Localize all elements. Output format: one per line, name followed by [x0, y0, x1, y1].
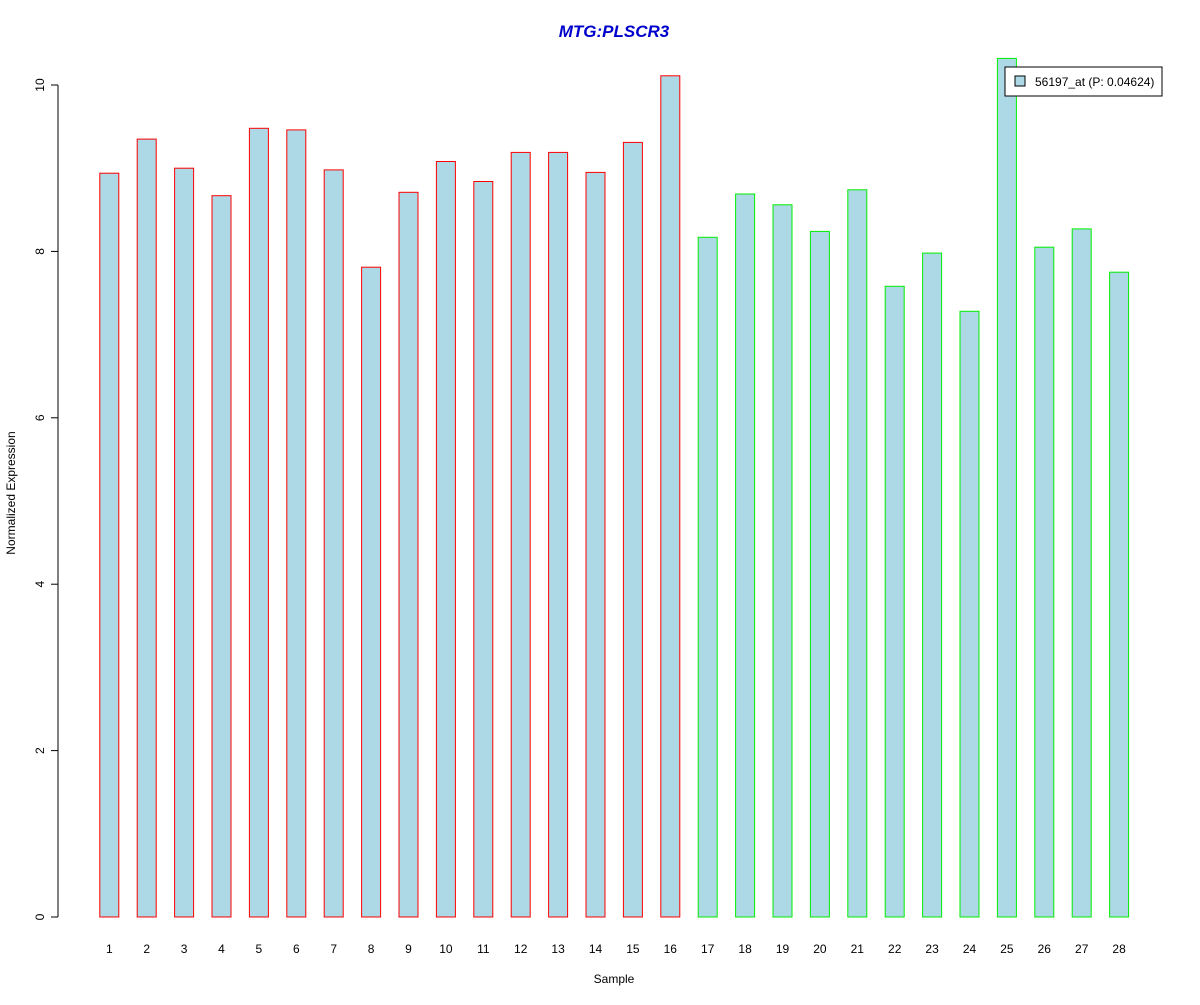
y-tick-label: 2: [33, 747, 47, 754]
x-tick-label: 12: [514, 942, 528, 956]
bar-sample-9: [398, 191, 419, 918]
bar-sample-17: [697, 236, 718, 918]
bar-sample-16: [660, 75, 681, 918]
x-tick-label: 3: [181, 942, 188, 956]
x-tick-label: 27: [1075, 942, 1089, 956]
bars: [99, 57, 1130, 918]
x-tick-label: 15: [626, 942, 640, 956]
x-tick-label: 1: [106, 942, 113, 956]
x-tick-label: 4: [218, 942, 225, 956]
x-tick-label: 10: [439, 942, 453, 956]
bar-sample-20: [809, 230, 830, 918]
bar-sample-26: [1034, 246, 1055, 918]
chart-title: MTG:PLSCR3: [559, 22, 670, 41]
x-tick-label: 11: [477, 942, 490, 956]
bar-sample-23: [922, 252, 943, 918]
legend: 56197_at (P: 0.04624): [1004, 66, 1163, 97]
bar-sample-12: [510, 151, 531, 918]
x-tick-label: 6: [293, 942, 300, 956]
x-tick-label: 20: [813, 942, 827, 956]
x-tick-label: 28: [1112, 942, 1126, 956]
legend-label: 56197_at (P: 0.04624): [1035, 75, 1154, 89]
bar-sample-24: [959, 310, 980, 918]
bar-sample-7: [323, 169, 344, 918]
x-tick-label: 24: [963, 942, 977, 956]
bar-sample-1: [99, 172, 120, 918]
bar-sample-11: [473, 181, 494, 918]
x-tick-label: 5: [256, 942, 263, 956]
x-axis-label: Sample: [594, 972, 635, 986]
bar-sample-27: [1071, 228, 1092, 918]
x-tick-label: 7: [330, 942, 337, 956]
bar-sample-10: [435, 161, 456, 918]
bar-sample-21: [847, 189, 868, 918]
x-tick-label: 18: [738, 942, 752, 956]
y-axis-label: Normalized Expression: [4, 431, 18, 554]
bar-sample-2: [136, 138, 157, 918]
legend-box: [1004, 66, 1163, 97]
bar-sample-13: [548, 151, 569, 918]
bar-sample-25: [996, 57, 1017, 918]
x-tick-labels: 1 2 3 4 5 6 7 8 9 10 11 12 13 14 15 16 17 18 19 20 21 22 23 24 2…: [106, 942, 1126, 956]
y-axis: 0 2 4 6 8 10: [33, 78, 59, 920]
bar-sample-22: [884, 285, 905, 918]
bar-sample-3: [174, 167, 195, 918]
bar-sample-4: [211, 195, 232, 918]
bar-sample-15: [622, 141, 643, 918]
bar-sample-18: [735, 193, 756, 918]
x-tick-label: 25: [1000, 942, 1014, 956]
x-tick-label: 2: [143, 942, 150, 956]
y-tick-label: 8: [33, 248, 47, 255]
x-tick-label: 9: [405, 942, 412, 956]
x-tick-label: 17: [701, 942, 715, 956]
y-tick-label: 0: [33, 913, 47, 920]
x-tick-label: 16: [664, 942, 678, 956]
x-tick-label: 21: [851, 942, 865, 956]
y-tick-label: 6: [33, 414, 47, 421]
x-tick-label: 13: [551, 942, 565, 956]
y-tick-label: 4: [33, 581, 47, 588]
bar-sample-5: [248, 127, 269, 918]
x-tick-label: 22: [888, 942, 902, 956]
x-tick-label: 23: [925, 942, 939, 956]
y-tick-label: 10: [33, 78, 47, 92]
x-tick-label: 8: [368, 942, 375, 956]
bar-sample-19: [772, 204, 793, 918]
bar-sample-14: [585, 171, 606, 918]
bar-sample-6: [286, 129, 307, 918]
bar-sample-28: [1109, 271, 1130, 918]
x-tick-label: 14: [589, 942, 603, 956]
legend-swatch: [1014, 75, 1026, 87]
x-tick-label: 26: [1038, 942, 1052, 956]
x-tick-label: 19: [776, 942, 790, 956]
bar-sample-8: [361, 266, 382, 918]
